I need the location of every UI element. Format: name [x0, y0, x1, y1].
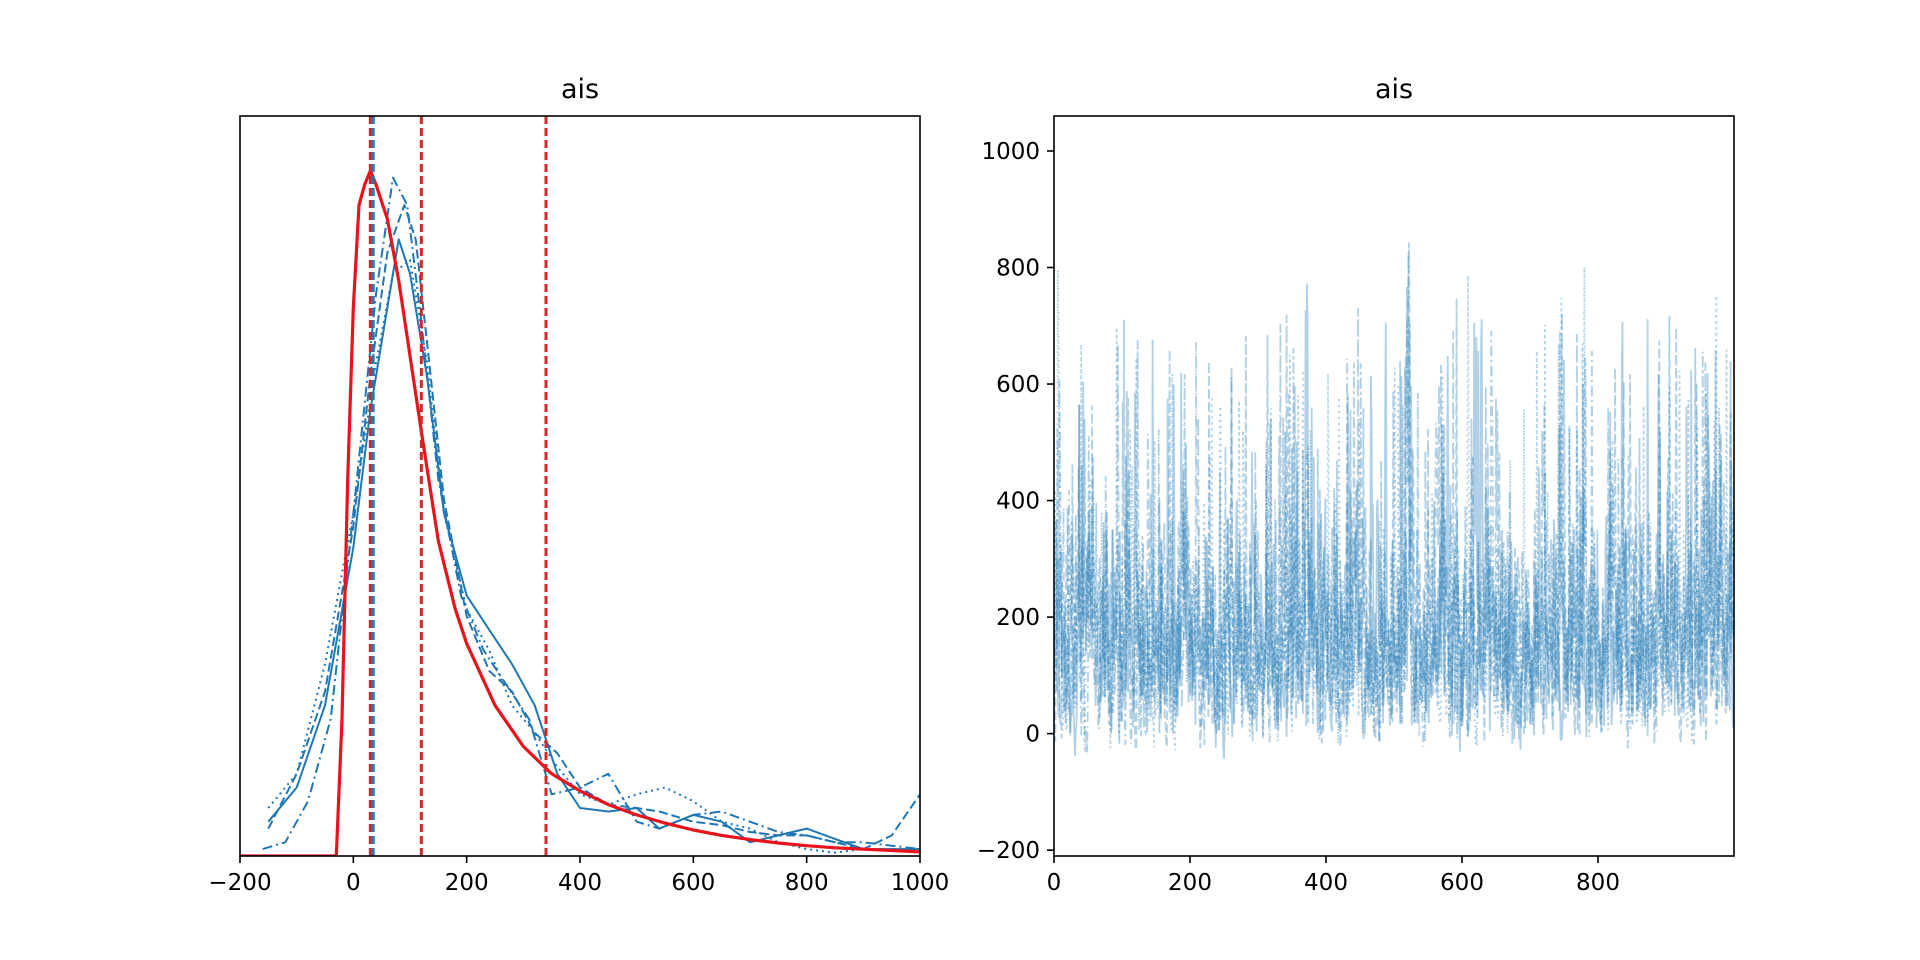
trace-chain-line-1	[1054, 283, 1734, 759]
density-x-axis: −200 0 200 400 600 800 1000	[208, 856, 949, 896]
trace-y-tick-label: 800	[996, 255, 1040, 281]
density-x-tick-label: 200	[445, 870, 489, 896]
trace-y-axis: −200 0 200 400 600 800 1000	[977, 139, 1054, 864]
density-x-tick-label: 0	[346, 870, 361, 896]
trace-chain-line-2	[1054, 242, 1734, 750]
trace-chain-line-3	[1054, 252, 1734, 753]
density-panel: ais −200 0 200 400 600 800 1000	[208, 74, 949, 896]
trace-chain-line-4	[1054, 266, 1734, 751]
density-x-tick-label: 1000	[891, 870, 950, 896]
density-x-tick-label: 800	[785, 870, 829, 896]
chain-density-line-4	[267, 258, 920, 854]
reference-density-line	[240, 169, 920, 856]
trace-x-tick-label: 600	[1440, 870, 1484, 896]
trace-y-tick-label: 200	[996, 605, 1040, 631]
trace-y-tick-label: −200	[977, 838, 1040, 864]
density-x-tick-label: 600	[671, 870, 715, 896]
chain-density-line-3	[262, 176, 920, 851]
trace-x-tick-label: 800	[1576, 870, 1620, 896]
trace-y-tick-label: 400	[996, 489, 1040, 515]
trace-panel: ais 0 200 400 600 800 −200 0 200 400 600 800 1000	[977, 74, 1735, 896]
trace-x-tick-label: 200	[1168, 870, 1212, 896]
density-x-tick-label: 400	[558, 870, 602, 896]
density-series-group	[240, 116, 920, 856]
density-x-tick-label: −200	[208, 870, 271, 896]
trace-y-tick-label: 1000	[981, 139, 1040, 165]
trace-x-axis: 0 200 400 600 800	[1047, 856, 1620, 896]
trace-x-tick-label: 400	[1304, 870, 1348, 896]
chain-density-line-1	[267, 238, 920, 851]
trace-series-group	[1054, 242, 1734, 759]
trace-y-tick-label: 0	[1025, 722, 1040, 748]
trace-title: ais	[1375, 74, 1413, 105]
density-title: ais	[561, 74, 599, 105]
trace-x-tick-label: 0	[1047, 870, 1062, 896]
trace-y-tick-label: 600	[996, 372, 1040, 398]
trace-axes-frame	[1053, 115, 1735, 857]
